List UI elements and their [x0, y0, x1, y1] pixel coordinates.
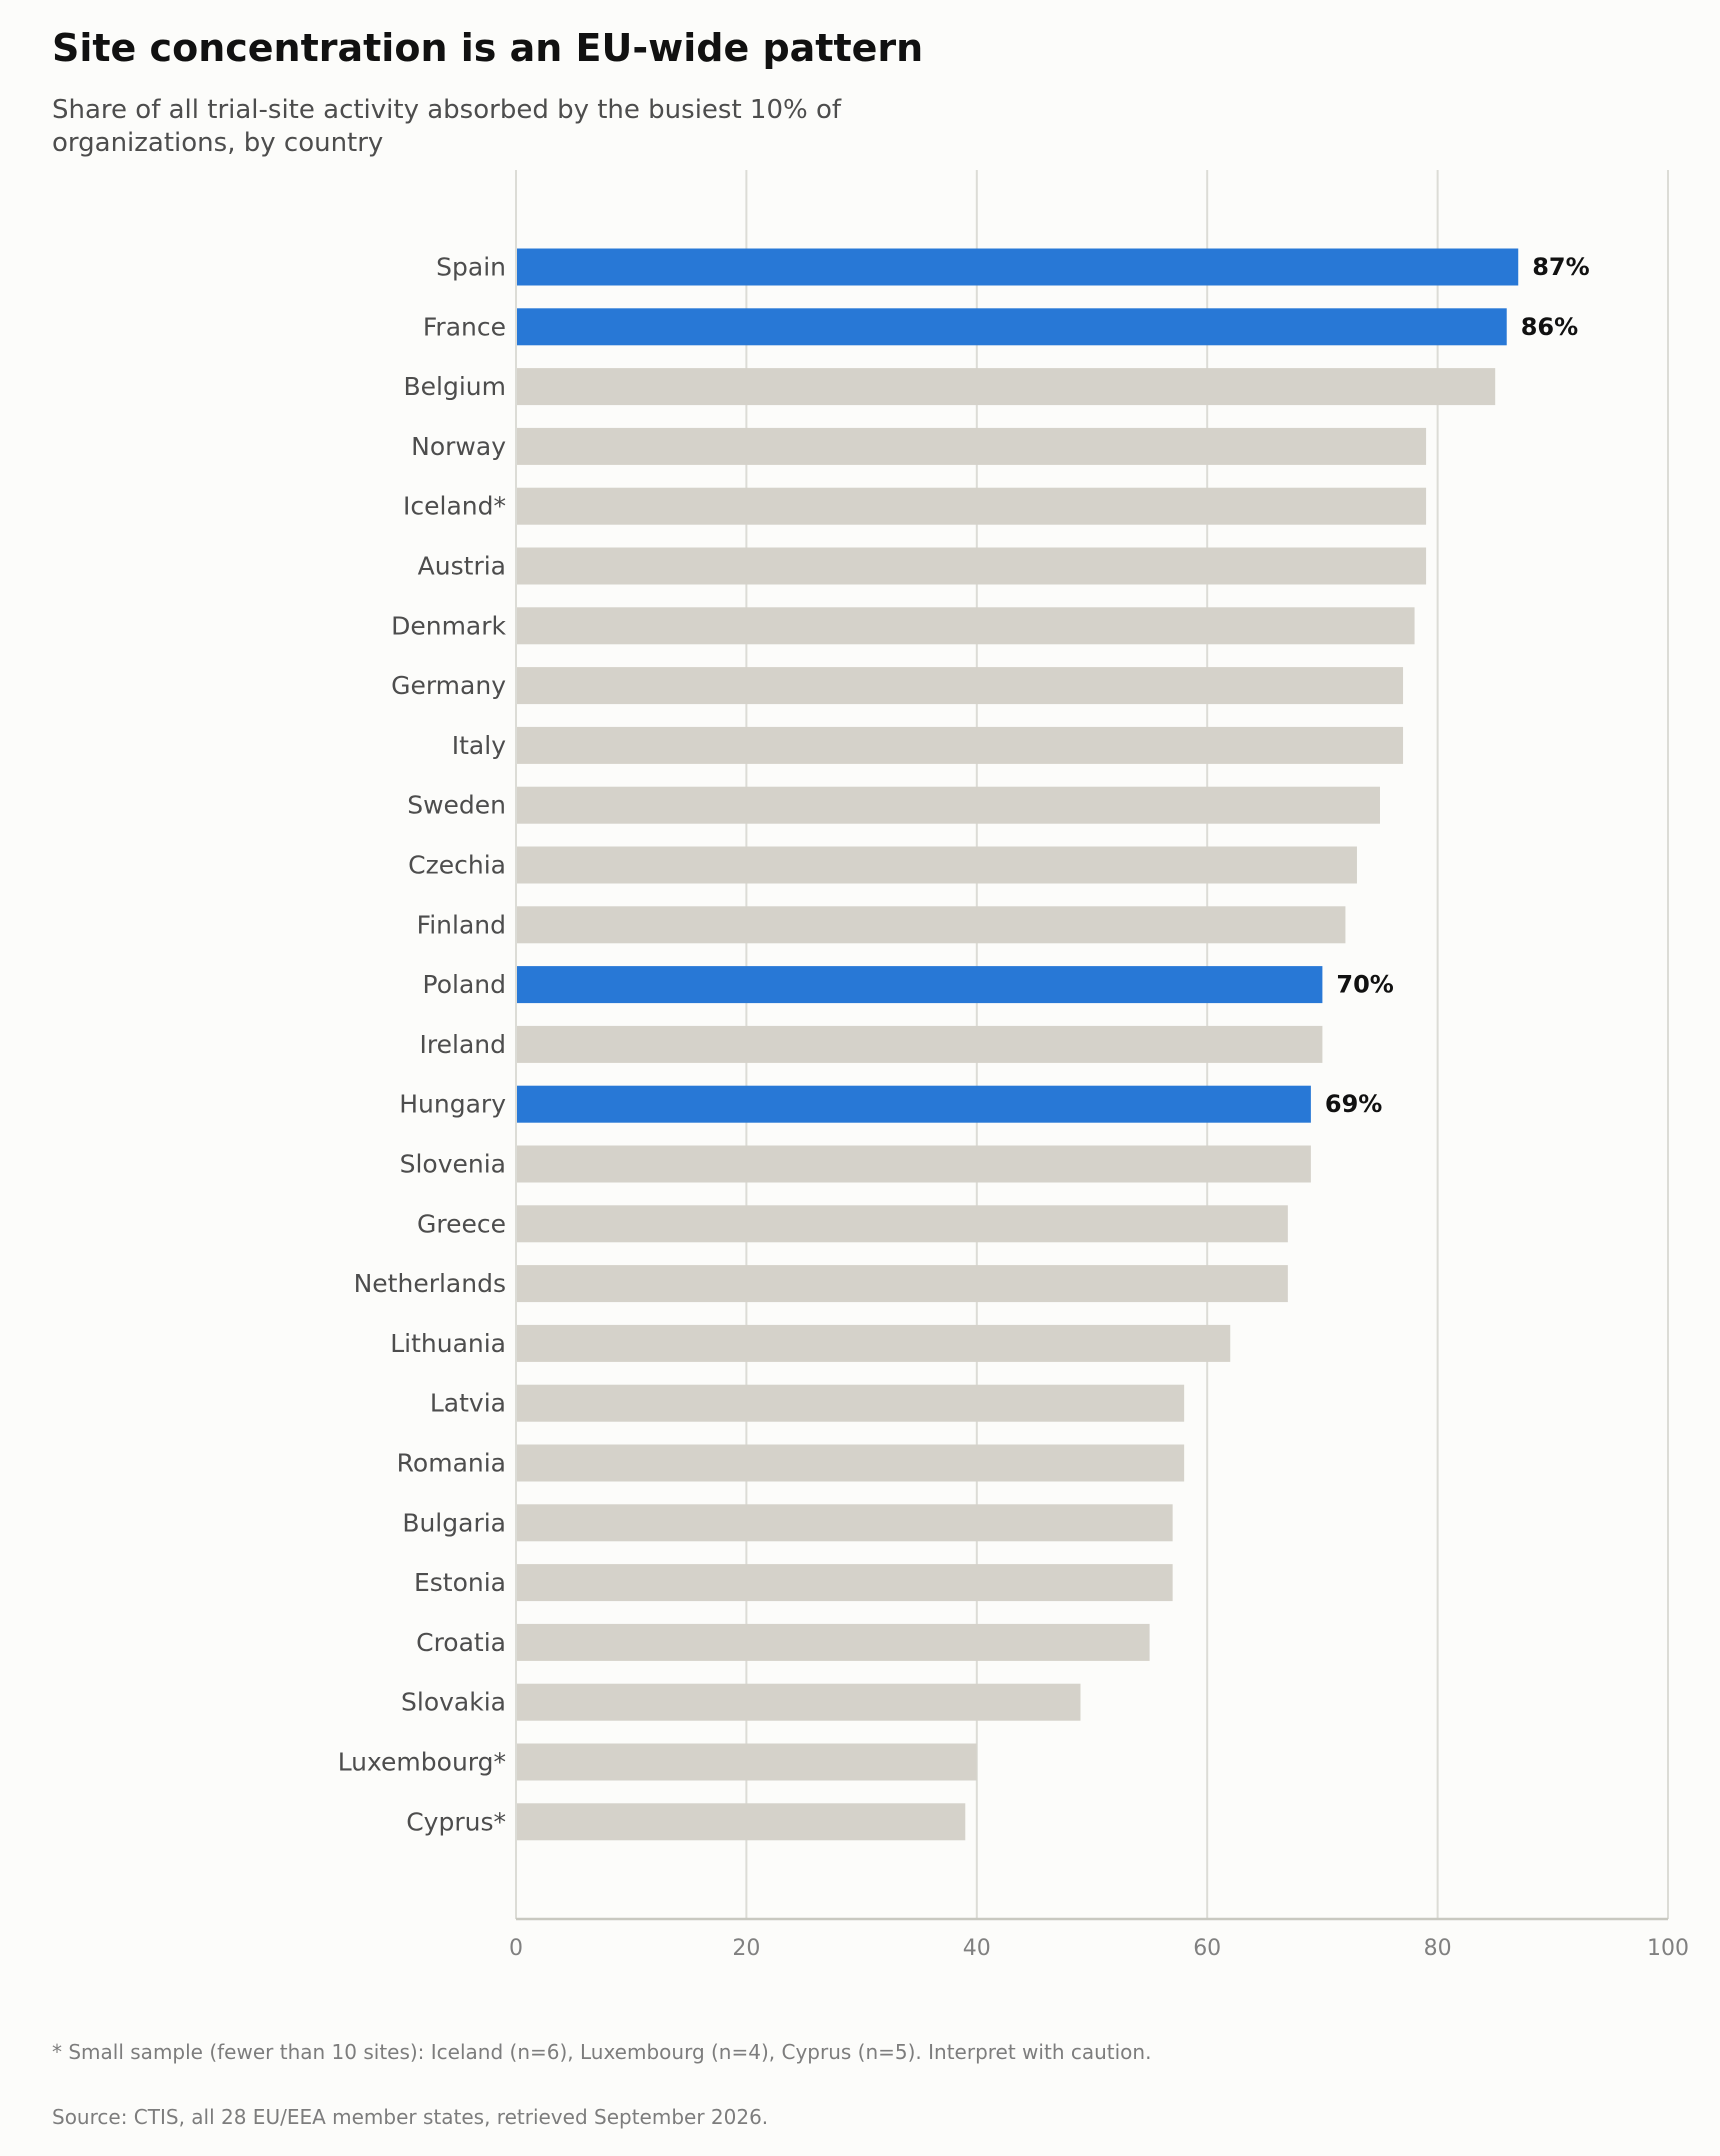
- category-label: Cyprus*: [406, 1807, 506, 1836]
- category-label: Lithuania: [390, 1329, 506, 1358]
- bar-croatia: [516, 1623, 1150, 1661]
- category-label: Germany: [391, 671, 506, 700]
- bar-denmark: [516, 607, 1415, 645]
- bar-ireland: [516, 1025, 1323, 1063]
- bar-italy: [516, 726, 1404, 764]
- category-label: Czechia: [408, 851, 506, 880]
- category-label: Romania: [397, 1449, 506, 1478]
- category-label: Slovenia: [400, 1150, 506, 1179]
- category-label: Norway: [411, 432, 506, 461]
- category-label: Belgium: [404, 372, 507, 401]
- chart-title: Site concentration is an EU-wide pattern: [52, 26, 924, 70]
- value-labels: 87% 86% 70% 69%: [1325, 253, 1590, 1118]
- bar-germany: [516, 667, 1404, 705]
- bar-cyprus: [516, 1803, 966, 1841]
- category-label: Austria: [418, 552, 506, 581]
- category-label: Ireland: [420, 1030, 506, 1059]
- bar-greece: [516, 1205, 1288, 1243]
- category-label: Slovakia: [401, 1688, 506, 1717]
- x-tick-label: 60: [1193, 1936, 1221, 1961]
- bar-lithuania: [516, 1324, 1231, 1362]
- category-label: Netherlands: [354, 1269, 506, 1298]
- category-label: Denmark: [391, 611, 506, 640]
- bar-sweden: [516, 786, 1380, 824]
- data-label: 69%: [1325, 1090, 1382, 1118]
- x-tick-label: 100: [1647, 1936, 1689, 1961]
- bar-finland: [516, 906, 1346, 944]
- bar-hungary: [516, 1085, 1311, 1123]
- category-labels: Spain France Belgium Norway Iceland* Austria D…: [338, 253, 507, 1837]
- bar-france: [516, 308, 1507, 346]
- bar-chart: Spain France Belgium Norway Iceland* Austria D…: [338, 170, 1689, 1961]
- category-label: Spain: [436, 253, 506, 282]
- category-label: Sweden: [407, 791, 506, 820]
- category-label: France: [423, 312, 506, 341]
- bar-slovenia: [516, 1145, 1311, 1183]
- bar-austria: [516, 547, 1427, 585]
- bar-czechia: [516, 846, 1357, 884]
- bar-latvia: [516, 1384, 1185, 1422]
- category-label: Iceland*: [403, 492, 506, 521]
- bar-netherlands: [516, 1265, 1288, 1303]
- category-label: Greece: [417, 1209, 506, 1238]
- category-label: Luxembourg*: [338, 1748, 506, 1777]
- x-tick-label: 80: [1424, 1936, 1452, 1961]
- bar-belgium: [516, 368, 1496, 406]
- source-note: Source: CTIS, all 28 EU/EEA member state…: [52, 2105, 769, 2129]
- data-label: 86%: [1521, 313, 1578, 341]
- data-label: 70%: [1336, 971, 1393, 999]
- bar-iceland: [516, 487, 1427, 525]
- category-label: Croatia: [416, 1628, 506, 1657]
- x-axis: 0 20 40 60 80 100: [509, 170, 1689, 1961]
- bar-luxembourg: [516, 1743, 977, 1781]
- data-label: 87%: [1532, 253, 1589, 281]
- bars: [516, 248, 1519, 1841]
- category-label: Latvia: [430, 1389, 506, 1418]
- chart-subtitle: Share of all trial-site activity absorbe…: [52, 95, 842, 158]
- bar-norway: [516, 427, 1427, 465]
- x-tick-label: 40: [963, 1936, 991, 1961]
- bar-estonia: [516, 1564, 1173, 1602]
- bar-romania: [516, 1444, 1185, 1482]
- category-label: Hungary: [399, 1090, 506, 1119]
- bar-bulgaria: [516, 1504, 1173, 1542]
- category-label: Finland: [417, 910, 506, 939]
- footnote: * Small sample (fewer than 10 sites): Ic…: [52, 2040, 1152, 2064]
- category-label: Poland: [423, 970, 506, 999]
- category-label: Italy: [452, 731, 506, 760]
- bar-slovakia: [516, 1683, 1081, 1721]
- category-label: Estonia: [414, 1568, 506, 1597]
- category-label: Bulgaria: [402, 1508, 506, 1537]
- x-tick-label: 20: [732, 1936, 760, 1961]
- bar-poland: [516, 966, 1323, 1004]
- bar-spain: [516, 248, 1519, 286]
- x-tick-label: 0: [509, 1936, 523, 1961]
